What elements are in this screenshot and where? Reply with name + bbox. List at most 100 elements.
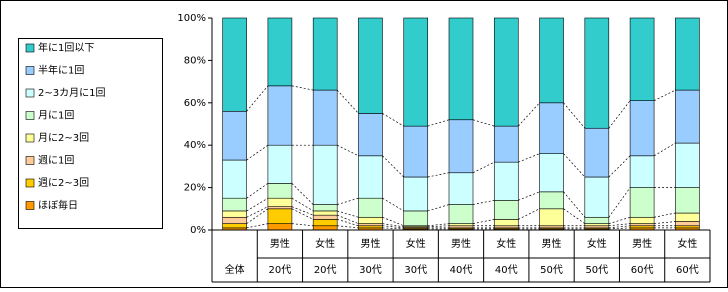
bar-segment <box>267 183 293 199</box>
bar-segment <box>584 223 610 227</box>
series-connector <box>608 223 631 227</box>
x-tick-label: 全体 <box>225 263 245 276</box>
bar-segment <box>312 214 338 220</box>
legend-label: 月に2~3回 <box>38 132 89 144</box>
series-connector <box>291 197 314 212</box>
bar-segment <box>675 225 700 229</box>
bar-segment <box>539 17 564 104</box>
bar-segment <box>222 159 247 199</box>
x-tick-label: 20代 <box>314 264 337 276</box>
series-connector <box>563 102 586 129</box>
bar-segment <box>448 223 474 227</box>
bar-segment <box>539 208 564 227</box>
bar-segment <box>675 89 700 144</box>
x-tick-label: 20代 <box>269 264 292 276</box>
series-connector <box>518 102 540 127</box>
y-tick-label: 80% <box>184 55 206 66</box>
bar-segment <box>629 223 655 227</box>
legend-swatch <box>25 88 35 98</box>
legend-label: 年に1回以下 <box>38 41 94 54</box>
x-tick-label: 30代 <box>404 264 427 276</box>
series-connector <box>246 85 269 112</box>
bar-segment <box>675 221 700 227</box>
series-connector <box>654 221 676 224</box>
bar-segment <box>403 17 429 127</box>
x-tick-label: 60代 <box>676 264 699 276</box>
bar-segment <box>222 210 247 218</box>
x-tick-label: 女性 <box>496 237 516 250</box>
bar-segment <box>267 144 293 184</box>
y-tick-label: 60% <box>184 98 206 109</box>
bar-segment <box>267 206 293 210</box>
legend-label: 半年に1回 <box>38 64 84 77</box>
bar-segment <box>629 225 655 229</box>
bar-segment <box>312 210 338 216</box>
bar-segment <box>584 127 610 178</box>
x-tick-label: 女性 <box>315 237 335 250</box>
bar-segment <box>448 172 474 205</box>
bar-segment <box>312 17 338 91</box>
x-tick-label: 40代 <box>450 264 473 276</box>
y-tick-label: 20% <box>184 183 206 194</box>
legend-swatch <box>25 133 35 143</box>
bar-segment <box>267 208 293 224</box>
series-connector <box>427 223 450 227</box>
bar-segment <box>312 89 338 146</box>
bar-segment <box>584 17 610 129</box>
bar-segment <box>539 225 564 229</box>
series-connector <box>246 208 269 224</box>
bar-segment <box>222 223 247 229</box>
series-connector <box>427 225 450 228</box>
bar-segment <box>312 225 338 231</box>
bar-segment <box>222 197 247 212</box>
series-connector <box>608 155 631 178</box>
x-tick-label: 女性 <box>406 237 426 250</box>
legend-label: 2~3カ月に1回 <box>38 87 105 99</box>
bar-segment <box>629 155 655 188</box>
bar-segment <box>312 144 338 205</box>
x-tick-label: 女性 <box>677 237 697 250</box>
bar-segment <box>448 119 474 174</box>
bar-segment <box>584 216 610 224</box>
bar-segment <box>267 197 293 207</box>
x-tick-label: 30代 <box>359 264 382 276</box>
bar-segment <box>493 17 519 127</box>
x-tick-label: 40代 <box>495 264 518 276</box>
bar-segment <box>539 102 564 154</box>
series-connector <box>382 225 404 229</box>
bar-segment <box>358 155 383 199</box>
bar-segment <box>493 200 519 220</box>
series-connector <box>563 153 586 178</box>
bar-segment <box>629 100 655 157</box>
bar-segment <box>222 216 247 224</box>
bar-segment <box>493 125 519 163</box>
bar-segment <box>493 219 519 227</box>
bar-segment <box>493 161 519 201</box>
bar-segment <box>448 204 474 224</box>
series-connector <box>382 197 404 212</box>
bar-segment <box>584 225 610 229</box>
legend-swatch <box>25 156 35 165</box>
x-tick-label: 50代 <box>540 264 563 276</box>
bar-segment <box>675 187 700 214</box>
series-connector <box>337 225 359 229</box>
bar-segment <box>448 17 474 121</box>
x-tick-label: 50代 <box>585 264 608 276</box>
legend-swatch <box>25 178 35 188</box>
bar-segment <box>629 17 655 101</box>
bar-segment <box>222 110 247 161</box>
bar-segment <box>403 176 429 212</box>
y-tick-label: 40% <box>184 140 206 151</box>
legend-swatch <box>25 111 35 120</box>
bar-segment <box>403 125 429 178</box>
legend-box <box>18 38 163 229</box>
series-connector <box>246 197 269 212</box>
legend-label: 月に1回 <box>38 110 74 122</box>
series-connector <box>608 225 631 229</box>
x-tick-label: 男性 <box>451 237 471 250</box>
series-connector <box>382 223 404 228</box>
bar-segment <box>448 225 474 229</box>
x-tick-label: 男性 <box>360 237 380 250</box>
